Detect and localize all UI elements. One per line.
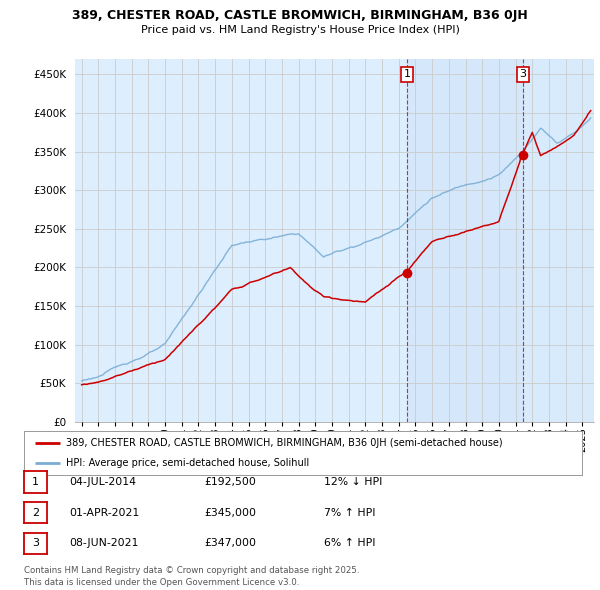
Text: Contains HM Land Registry data © Crown copyright and database right 2025.
This d: Contains HM Land Registry data © Crown c… xyxy=(24,566,359,587)
Text: 1: 1 xyxy=(404,70,410,80)
Text: 389, CHESTER ROAD, CASTLE BROMWICH, BIRMINGHAM, B36 0JH: 389, CHESTER ROAD, CASTLE BROMWICH, BIRM… xyxy=(72,9,528,22)
Text: 3: 3 xyxy=(32,539,39,548)
Text: £345,000: £345,000 xyxy=(204,508,256,517)
Text: 6% ↑ HPI: 6% ↑ HPI xyxy=(324,539,376,548)
Text: 7% ↑ HPI: 7% ↑ HPI xyxy=(324,508,376,517)
Text: 2: 2 xyxy=(32,508,39,517)
Text: 12% ↓ HPI: 12% ↓ HPI xyxy=(324,477,382,487)
Text: £192,500: £192,500 xyxy=(204,477,256,487)
Text: £347,000: £347,000 xyxy=(204,539,256,548)
Text: HPI: Average price, semi-detached house, Solihull: HPI: Average price, semi-detached house,… xyxy=(66,458,309,467)
Text: 3: 3 xyxy=(520,70,527,80)
Text: 1: 1 xyxy=(32,477,39,487)
Text: 04-JUL-2014: 04-JUL-2014 xyxy=(69,477,136,487)
Text: 08-JUN-2021: 08-JUN-2021 xyxy=(69,539,139,548)
Text: 389, CHESTER ROAD, CASTLE BROMWICH, BIRMINGHAM, B36 0JH (semi-detached house): 389, CHESTER ROAD, CASTLE BROMWICH, BIRM… xyxy=(66,438,502,448)
Text: Price paid vs. HM Land Registry's House Price Index (HPI): Price paid vs. HM Land Registry's House … xyxy=(140,25,460,35)
Bar xyxy=(407,59,523,422)
Text: 01-APR-2021: 01-APR-2021 xyxy=(69,508,139,517)
Bar xyxy=(523,59,594,422)
